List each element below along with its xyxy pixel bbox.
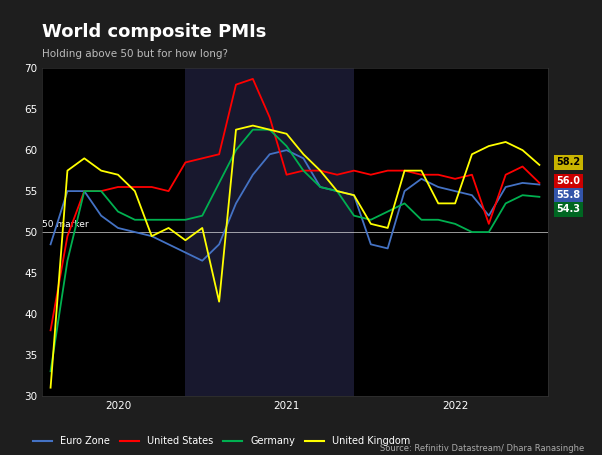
Text: 54.3: 54.3 — [556, 204, 580, 214]
Legend: Euro Zone, United States, Germany, United Kingdom: Euro Zone, United States, Germany, Unite… — [29, 432, 414, 450]
Text: Source: Refinitiv Datastream/ Dhara Ranasinghe: Source: Refinitiv Datastream/ Dhara Rana… — [380, 444, 584, 453]
Text: 55.8: 55.8 — [556, 190, 580, 200]
Text: 50 marker: 50 marker — [42, 220, 88, 229]
Text: Holding above 50 but for how long?: Holding above 50 but for how long? — [42, 49, 228, 59]
Text: 58.2: 58.2 — [556, 157, 580, 167]
Text: World composite PMIs: World composite PMIs — [42, 23, 267, 41]
Text: 56.0: 56.0 — [556, 176, 580, 186]
Bar — [185, 68, 354, 396]
